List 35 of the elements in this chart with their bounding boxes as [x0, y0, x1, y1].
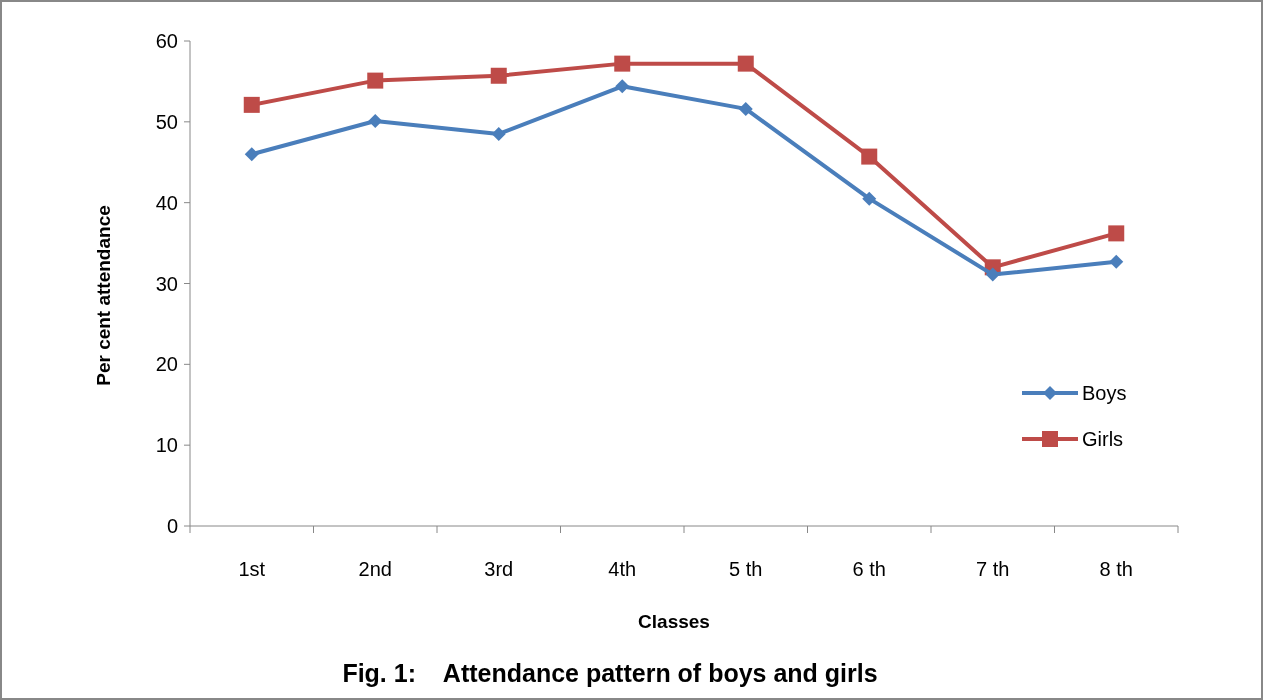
- x-tick-label: 3rd: [484, 558, 514, 580]
- point: [614, 55, 631, 72]
- y-tick-label: 10: [155, 434, 178, 457]
- point: [1108, 225, 1125, 242]
- point: [491, 126, 506, 141]
- x-axis-title: Classes: [638, 611, 710, 632]
- point: [615, 79, 630, 94]
- y-tick-label: 40: [155, 191, 178, 214]
- point: [861, 148, 878, 165]
- x-tick-label: 7 th: [976, 558, 1010, 580]
- point: [1109, 254, 1124, 269]
- y-tick-label: 60: [155, 30, 178, 52]
- point: [243, 96, 260, 113]
- point: [244, 147, 259, 162]
- x-tick-label: 4th: [608, 558, 637, 580]
- point: [367, 72, 384, 89]
- y-tick-label: 20: [155, 353, 178, 376]
- y-tick-label: 50: [155, 110, 178, 133]
- x-tick-label: 6 th: [852, 558, 886, 580]
- y-tick-label: 30: [155, 272, 178, 295]
- point: [738, 101, 753, 116]
- y-axis-title: Per cent attendance: [93, 205, 114, 386]
- point: [862, 191, 877, 206]
- point: [368, 114, 383, 129]
- x-tick-label: 2nd: [358, 558, 392, 580]
- legend-label: Girls: [1082, 428, 1124, 450]
- point: [737, 55, 754, 72]
- point: [985, 267, 1000, 282]
- x-tick-label: 5 th: [729, 558, 763, 580]
- x-tick-label: 1st: [238, 558, 266, 580]
- y-tick-label: 0: [166, 515, 178, 537]
- text: Fig. 1: Attendance pattern of boys and girls: [342, 659, 878, 687]
- legend-label: Boys: [1082, 382, 1127, 404]
- point: [490, 67, 507, 84]
- x-tick-label: 8 th: [1099, 558, 1133, 580]
